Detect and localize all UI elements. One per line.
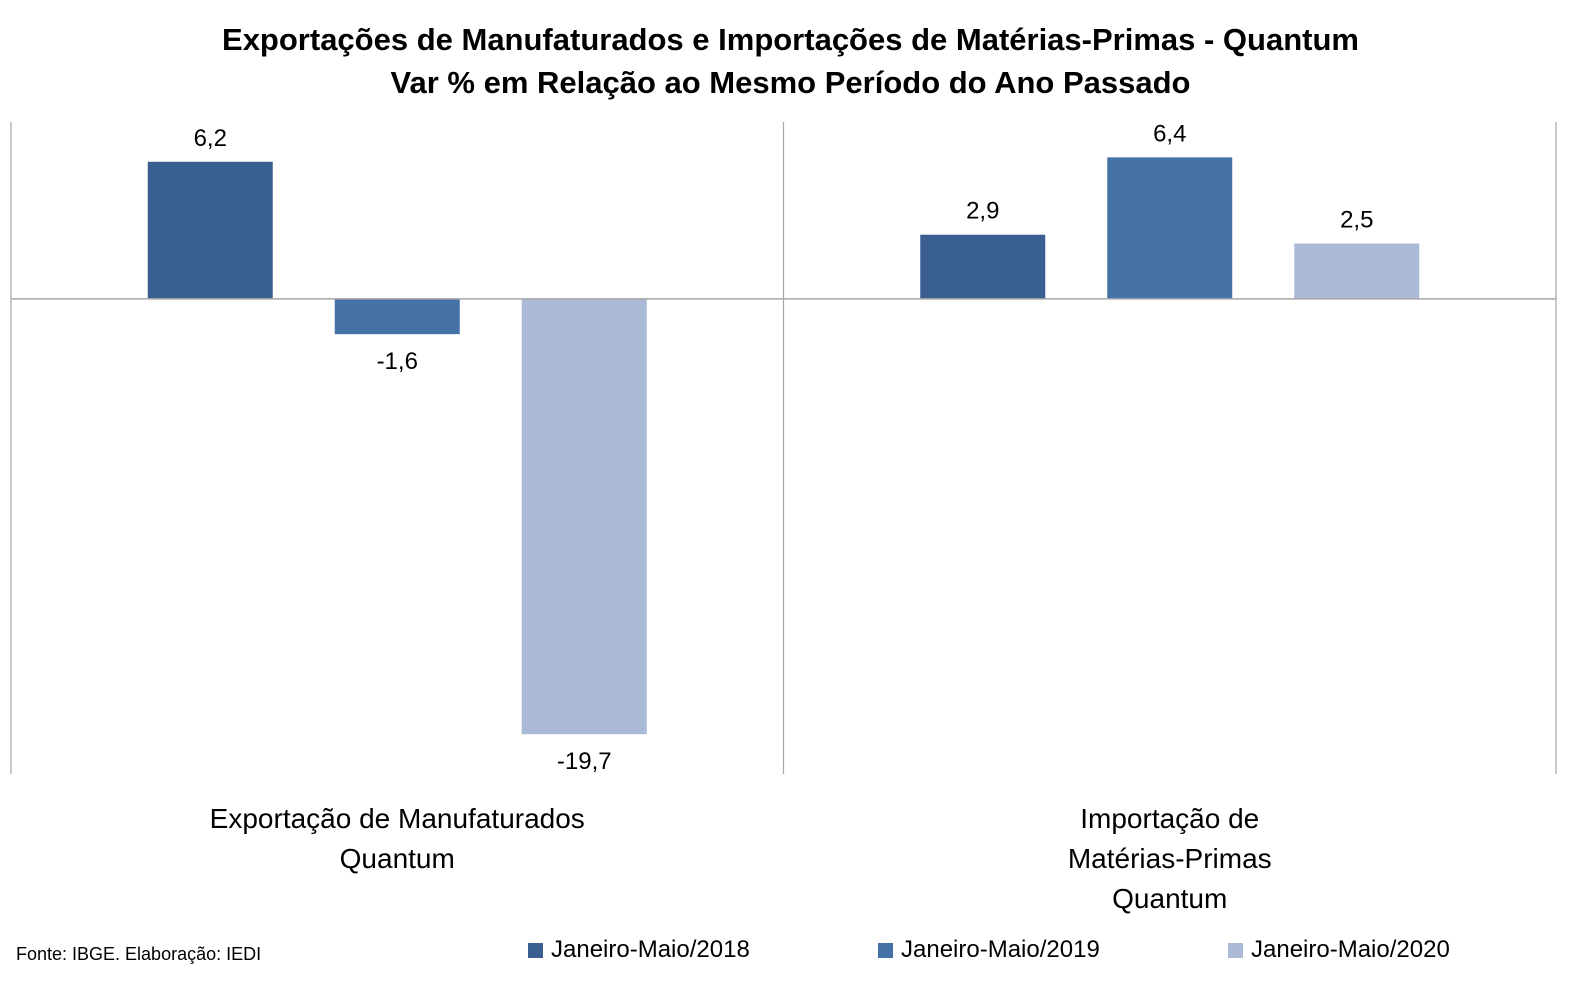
category-label: Matérias-Primas	[1068, 843, 1272, 874]
chart-title: Exportações de Manufaturados e Importaçõ…	[222, 22, 1359, 57]
source-note: Fonte: IBGE. Elaboração: IEDI	[16, 944, 262, 964]
bar	[1107, 157, 1233, 299]
data-label: 2,9	[966, 198, 999, 225]
legend-item: Janeiro-Maio/2020	[1228, 930, 1450, 970]
bar	[147, 161, 273, 299]
data-label: 2,5	[1340, 207, 1373, 234]
legend-swatch	[878, 942, 893, 958]
data-label: -19,7	[557, 748, 612, 775]
legend-swatch	[528, 942, 543, 958]
chart-title-block: Exportações de Manufaturados e Importaçõ…	[0, 18, 1581, 104]
legend-label: Janeiro-Maio/2019	[901, 936, 1100, 963]
bar	[521, 298, 647, 735]
chart-legend: Janeiro-Maio/2018 Janeiro-Maio/2019 Janeir…	[0, 930, 1581, 970]
bar	[920, 234, 1046, 299]
legend-item: Janeiro-Maio/2019	[878, 930, 1100, 970]
chart-subtitle: Var % em Relação ao Mesmo Período do Ano…	[390, 65, 1191, 100]
legend-item: Janeiro-Maio/2018	[528, 930, 750, 970]
bar	[1294, 243, 1420, 299]
category-label: Exportação de Manufaturados	[210, 803, 585, 834]
category-label: Quantum	[340, 843, 455, 874]
category-label: Importação de	[1080, 803, 1259, 834]
data-label: 6,2	[194, 125, 227, 152]
legend-label: Janeiro-Maio/2020	[1251, 936, 1450, 963]
legend-label: Janeiro-Maio/2018	[551, 936, 750, 963]
category-label: Quantum	[1112, 883, 1227, 914]
data-label: 6,4	[1153, 120, 1186, 147]
bar-chart: 6,2 2,9 -1,6 6,4 -19,7 2,5 Exportação de Manuf…	[10, 120, 1557, 914]
data-label: -1,6	[377, 348, 418, 375]
bar	[334, 298, 460, 335]
legend-swatch	[1228, 942, 1243, 958]
